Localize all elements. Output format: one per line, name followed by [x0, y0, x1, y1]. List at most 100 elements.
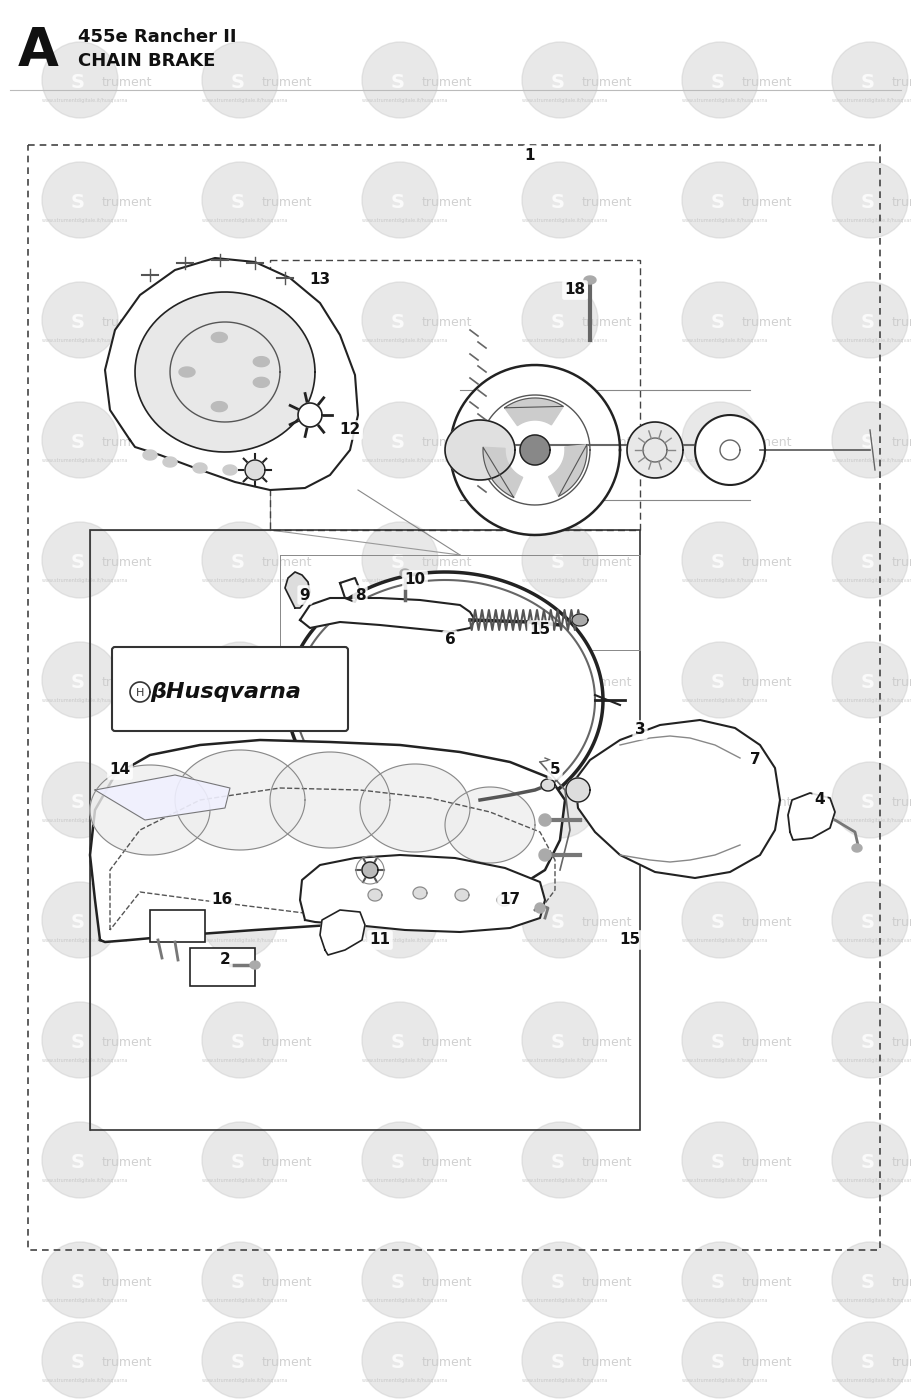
Polygon shape [535, 903, 545, 913]
Text: trument: trument [582, 1155, 632, 1169]
Text: S: S [391, 1152, 405, 1172]
Text: 15: 15 [619, 932, 640, 948]
Polygon shape [253, 378, 270, 388]
Circle shape [832, 42, 908, 118]
Text: www.strumentdigitale.it/husqvarna: www.strumentdigitale.it/husqvarna [832, 218, 911, 223]
Text: 15: 15 [529, 623, 550, 637]
Text: www.strumentdigitale.it/husqvarna: www.strumentdigitale.it/husqvarna [522, 337, 609, 343]
Text: S: S [231, 553, 245, 571]
Text: S: S [861, 73, 875, 91]
Text: S: S [711, 1033, 725, 1051]
Text: 12: 12 [340, 423, 361, 437]
Text: S: S [711, 433, 725, 451]
Circle shape [202, 281, 278, 358]
Text: www.strumentdigitale.it/husqvarna: www.strumentdigitale.it/husqvarna [522, 1298, 609, 1303]
Circle shape [522, 1242, 598, 1317]
Text: trument: trument [262, 315, 312, 329]
Text: www.strumentdigitale.it/husqvarna: www.strumentdigitale.it/husqvarna [832, 458, 911, 463]
Polygon shape [300, 855, 545, 932]
Text: trument: trument [892, 1036, 911, 1049]
Circle shape [832, 1002, 908, 1078]
Polygon shape [223, 465, 237, 475]
Text: S: S [861, 433, 875, 451]
Text: trument: trument [422, 676, 473, 689]
Text: www.strumentdigitale.it/husqvarna: www.strumentdigitale.it/husqvarna [362, 818, 448, 823]
Text: trument: trument [422, 76, 473, 88]
Text: S: S [861, 672, 875, 692]
Circle shape [362, 402, 438, 477]
Polygon shape [413, 888, 427, 899]
Text: S: S [71, 1152, 85, 1172]
Text: trument: trument [582, 795, 632, 809]
Polygon shape [539, 848, 551, 861]
Text: trument: trument [422, 435, 473, 448]
Text: www.strumentdigitale.it/husqvarna: www.strumentdigitale.it/husqvarna [832, 938, 911, 944]
Text: www.strumentdigitale.it/husqvarna: www.strumentdigitale.it/husqvarna [832, 1298, 911, 1303]
Polygon shape [287, 573, 603, 827]
Text: www.strumentdigitale.it/husqvarna: www.strumentdigitale.it/husqvarna [682, 818, 769, 823]
Text: trument: trument [892, 795, 911, 809]
Circle shape [42, 1242, 118, 1317]
Circle shape [832, 281, 908, 358]
Text: trument: trument [262, 795, 312, 809]
Text: www.strumentdigitale.it/husqvarna: www.strumentdigitale.it/husqvarna [202, 218, 289, 223]
Circle shape [202, 1322, 278, 1399]
Text: S: S [861, 1352, 875, 1372]
Polygon shape [627, 421, 683, 477]
Text: trument: trument [582, 196, 632, 209]
Text: trument: trument [742, 676, 793, 689]
Polygon shape [211, 332, 228, 343]
Text: S: S [231, 1352, 245, 1372]
Circle shape [362, 1322, 438, 1399]
Text: www.strumentdigitale.it/husqvarna: www.strumentdigitale.it/husqvarna [522, 938, 609, 944]
Text: S: S [231, 1273, 245, 1291]
Text: www.strumentdigitale.it/husqvarna: www.strumentdigitale.it/husqvarna [202, 458, 289, 463]
Text: trument: trument [102, 435, 152, 448]
Text: trument: trument [422, 795, 473, 809]
Text: S: S [861, 1152, 875, 1172]
Text: www.strumentdigitale.it/husqvarna: www.strumentdigitale.it/husqvarna [682, 1298, 769, 1303]
Text: S: S [391, 1273, 405, 1291]
Polygon shape [245, 461, 265, 480]
Circle shape [832, 762, 908, 839]
Text: S: S [551, 1273, 565, 1291]
Polygon shape [483, 447, 523, 497]
Circle shape [682, 1242, 758, 1317]
Circle shape [682, 402, 758, 477]
Polygon shape [362, 862, 378, 878]
Bar [150, 910, 205, 942]
Text: trument: trument [892, 916, 911, 928]
Polygon shape [95, 776, 230, 820]
Polygon shape [90, 764, 210, 855]
Text: www.strumentdigitale.it/husqvarna: www.strumentdigitale.it/husqvarna [42, 337, 128, 343]
Text: www.strumentdigitale.it/husqvarna: www.strumentdigitale.it/husqvarna [362, 458, 448, 463]
Circle shape [832, 643, 908, 718]
Polygon shape [193, 463, 207, 473]
Polygon shape [575, 720, 780, 878]
Circle shape [522, 643, 598, 718]
Circle shape [42, 42, 118, 118]
Text: www.strumentdigitale.it/husqvarna: www.strumentdigitale.it/husqvarna [832, 337, 911, 343]
Text: 8: 8 [354, 588, 365, 602]
Text: S: S [231, 73, 245, 91]
Text: trument: trument [422, 1036, 473, 1049]
Text: trument: trument [262, 556, 312, 568]
Polygon shape [163, 456, 177, 468]
Text: A: A [18, 25, 59, 77]
Circle shape [832, 1322, 908, 1399]
Polygon shape [320, 910, 365, 955]
Circle shape [202, 42, 278, 118]
Polygon shape [130, 682, 150, 701]
Text: S: S [391, 553, 405, 571]
Text: www.strumentdigitale.it/husqvarna: www.strumentdigitale.it/husqvarna [202, 337, 289, 343]
Circle shape [832, 1242, 908, 1317]
Text: www.strumentdigitale.it/husqvarna: www.strumentdigitale.it/husqvarna [42, 1378, 128, 1383]
Polygon shape [695, 414, 765, 484]
Text: S: S [71, 1033, 85, 1051]
Text: S: S [391, 672, 405, 692]
Text: trument: trument [892, 1275, 911, 1288]
Text: S: S [551, 312, 565, 332]
Text: trument: trument [742, 556, 793, 568]
Circle shape [362, 281, 438, 358]
Text: S: S [391, 192, 405, 211]
